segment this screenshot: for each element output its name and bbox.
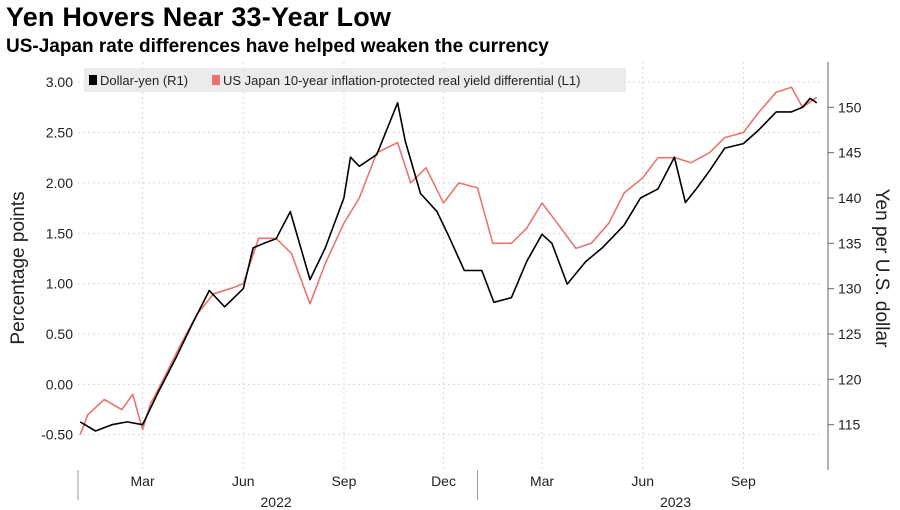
x-tick-label: Sep [731, 473, 756, 489]
x-year-label: 2023 [660, 494, 691, 510]
y-right-tick-label: 135 [838, 235, 862, 251]
y-right-tick-label: 130 [838, 281, 862, 297]
grid-lines [78, 62, 820, 470]
x-tick-label: Sep [331, 473, 356, 489]
y-right-tick-label: 145 [838, 145, 862, 161]
y-left-tick-label: 0.50 [46, 326, 73, 342]
series-line-dollar-yen [79, 97, 818, 432]
y-axis-left-label: Percentage points [8, 191, 29, 344]
legend-label-real-yield: US Japan 10-year inflation-protected rea… [223, 73, 580, 88]
y-left-tick-label: 1.50 [46, 225, 73, 241]
y-right-tick-label: 120 [838, 371, 862, 387]
chart-title: Yen Hovers Near 33-Year Low [6, 2, 392, 32]
x-tick-label: Dec [431, 473, 456, 489]
x-year-label: 2022 [261, 494, 292, 510]
x-tick-label: Jun [232, 473, 255, 489]
y-right-tick-label: 150 [838, 99, 862, 115]
y-right-tick-label: 140 [838, 190, 862, 206]
y-left-tick-label: -0.50 [41, 427, 73, 443]
y-left-tick-label: 3.00 [46, 74, 73, 90]
y-right-tick-label: 115 [838, 417, 861, 433]
chart-subtitle: US-Japan rate differences have helped we… [6, 36, 549, 57]
y-right-tick-label: 125 [838, 326, 862, 342]
axes: 3.00 2.50 2.00 1.50 1.00 0.50 0.00 -0.50 Mar Jun S… [41, 62, 862, 510]
y-left-tick-label: 0.00 [46, 376, 73, 392]
series-lines [79, 86, 818, 435]
y-left-tick-label: 2.50 [46, 125, 73, 141]
legend-swatch-dollar-yen [89, 75, 97, 85]
series-line-real-yield [79, 86, 818, 435]
y-left-tick-label: 1.00 [46, 276, 73, 292]
legend-swatch-real-yield [212, 75, 220, 85]
y-left-tick-label: 2.00 [46, 175, 73, 191]
legend: Dollar-yen (R1) US Japan 10-year inflati… [84, 68, 626, 92]
legend-background [84, 68, 626, 92]
x-tick-label: Mar [131, 473, 155, 489]
y-axis-right-label: Yen per U.S. dollar [871, 189, 892, 348]
legend-label-dollar-yen: Dollar-yen (R1) [100, 73, 188, 88]
x-tick-label: Mar [530, 473, 554, 489]
x-tick-label: Jun [631, 473, 654, 489]
